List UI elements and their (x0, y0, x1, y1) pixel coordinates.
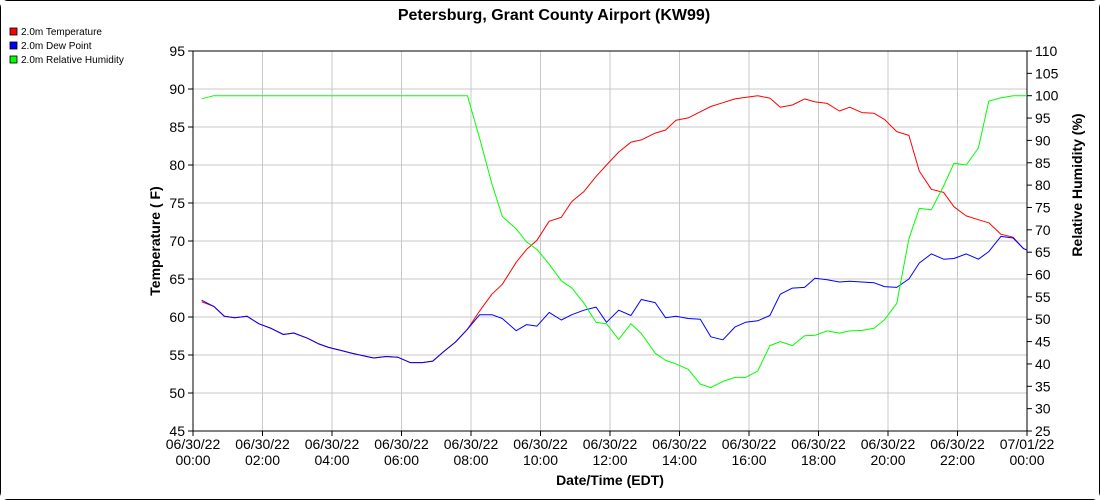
x-tick-label-time: 08:00 (453, 452, 488, 468)
x-tick-label-time: 04:00 (314, 452, 349, 468)
x-tick-label-time: 06:00 (384, 452, 419, 468)
right-axis-ticks: 25 30 35 40 45 50 55 60 65 70 75 80 85 90 95 100 105 110 (1027, 43, 1059, 439)
right-tick-label: 85 (1035, 155, 1051, 171)
left-tick-label: 80 (169, 157, 185, 173)
x-tick-label-time: 18:00 (801, 452, 836, 468)
series-line-relative-humidity (201, 95, 1027, 389)
x-tick-label-date: 06/30/22 (444, 436, 499, 452)
right-tick-label: 35 (1035, 378, 1051, 394)
x-tick-label-time: 16:00 (731, 452, 766, 468)
y-axis-title-right: Relative Humidity (%) (1069, 113, 1085, 256)
legend-label-temperature: 2.0m Temperature (21, 27, 102, 38)
left-tick-label: 50 (169, 385, 185, 401)
left-tick-label: 55 (169, 347, 185, 363)
right-tick-label: 100 (1035, 88, 1059, 104)
legend-label-relative-humidity: 2.0m Relative Humidity (21, 55, 124, 66)
right-tick-label: 110 (1035, 43, 1058, 59)
right-tick-label: 75 (1035, 199, 1051, 215)
x-tick-label-date: 06/30/22 (305, 436, 360, 452)
legend-label-dew-point: 2.0m Dew Point (21, 41, 92, 52)
x-axis-ticks: 06/30/2200:0006/30/2202:0006/30/2204:000… (166, 431, 1055, 468)
series-line-dew-point (201, 235, 1028, 364)
legend-swatch-dew-point (9, 41, 18, 50)
right-tick-label: 65 (1035, 244, 1051, 260)
x-tick-label-date: 06/30/22 (722, 436, 777, 452)
x-tick-label-time: 22:00 (940, 452, 975, 468)
legend: 2.0m Temperature 2.0m Dew Point 2.0m Relat… (9, 27, 124, 66)
x-tick-label-time: 02:00 (245, 452, 280, 468)
x-tick-label-date: 06/30/22 (513, 436, 568, 452)
chart-title: Petersburg, Grant County Airport (KW99) (398, 7, 710, 24)
x-tick-label-time: 14:00 (662, 452, 697, 468)
x-tick-label-date: 06/30/22 (861, 436, 916, 452)
left-tick-label: 70 (169, 233, 185, 249)
right-tick-label: 50 (1035, 311, 1051, 327)
x-tick-label-date: 06/30/22 (235, 436, 290, 452)
right-tick-label: 55 (1035, 289, 1051, 305)
right-tick-label: 45 (1035, 334, 1051, 350)
x-tick-label-time: 20:00 (870, 452, 905, 468)
grid (193, 51, 1027, 431)
right-tick-label: 105 (1035, 65, 1059, 81)
x-axis-title: Date/Time (EDT) (556, 472, 664, 488)
right-tick-label: 90 (1035, 132, 1051, 148)
left-tick-label: 75 (169, 195, 185, 211)
right-tick-label: 60 (1035, 267, 1051, 283)
right-tick-label: 80 (1035, 177, 1051, 193)
left-tick-label: 45 (169, 423, 185, 439)
left-tick-label: 95 (169, 43, 185, 59)
right-tick-label: 40 (1035, 356, 1051, 372)
x-tick-label-time: 00:00 (175, 452, 210, 468)
right-tick-label: 25 (1035, 423, 1051, 439)
left-tick-label: 60 (169, 309, 185, 325)
right-tick-label: 30 (1035, 401, 1051, 417)
x-tick-label-time: 12:00 (592, 452, 627, 468)
right-tick-label: 95 (1035, 110, 1051, 126)
series-layer (201, 95, 1028, 389)
left-tick-label: 85 (169, 119, 185, 135)
x-tick-label-date: 06/30/22 (583, 436, 638, 452)
x-tick-label-time: 10:00 (523, 452, 558, 468)
y-axis-title-left: Temperature ( F) (147, 186, 163, 295)
x-tick-label-date: 06/30/22 (791, 436, 846, 452)
x-tick-label-date: 06/30/22 (166, 436, 221, 452)
x-tick-label-time: 00:00 (1009, 452, 1044, 468)
legend-swatch-relative-humidity (9, 55, 18, 64)
left-tick-label: 65 (169, 271, 185, 287)
x-tick-label-date: 06/30/22 (652, 436, 707, 452)
right-tick-label: 70 (1035, 222, 1051, 238)
legend-swatch-temperature (9, 27, 18, 36)
left-tick-label: 90 (169, 81, 185, 97)
left-axis-ticks: 45 50 55 60 65 70 75 80 85 90 95 (169, 43, 193, 439)
x-tick-label-date: 07/01/22 (1000, 436, 1055, 452)
x-tick-label-date: 06/30/22 (930, 436, 985, 452)
x-tick-label-date: 06/30/22 (374, 436, 429, 452)
